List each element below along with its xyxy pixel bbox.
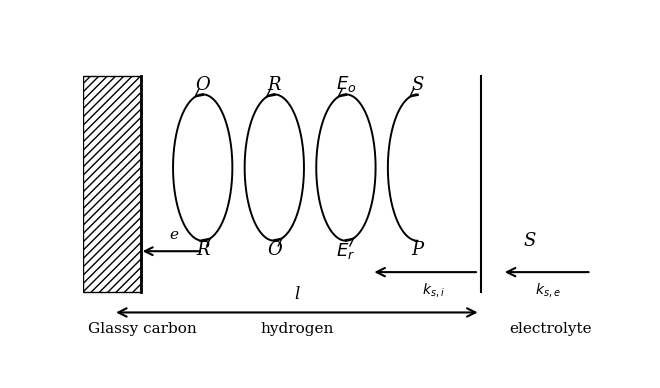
Text: Glassy carbon: Glassy carbon: [88, 322, 197, 336]
Text: $E_r$: $E_r$: [337, 241, 356, 261]
Text: hydrogen: hydrogen: [261, 322, 334, 336]
Text: S: S: [411, 76, 424, 94]
Text: O: O: [267, 241, 282, 259]
Text: $k_{s,i}$: $k_{s,i}$: [422, 281, 444, 299]
Text: $E_o$: $E_o$: [336, 74, 356, 94]
Text: l: l: [294, 286, 300, 303]
Text: O: O: [195, 76, 210, 94]
Text: electrolyte: electrolyte: [509, 322, 591, 336]
Text: P: P: [411, 241, 424, 259]
Text: $k_{s,e}$: $k_{s,e}$: [535, 281, 561, 299]
Text: R: R: [267, 76, 281, 94]
Bar: [82, 76, 141, 291]
Text: S: S: [524, 232, 536, 250]
Text: R: R: [196, 241, 209, 259]
Text: e: e: [169, 228, 178, 242]
